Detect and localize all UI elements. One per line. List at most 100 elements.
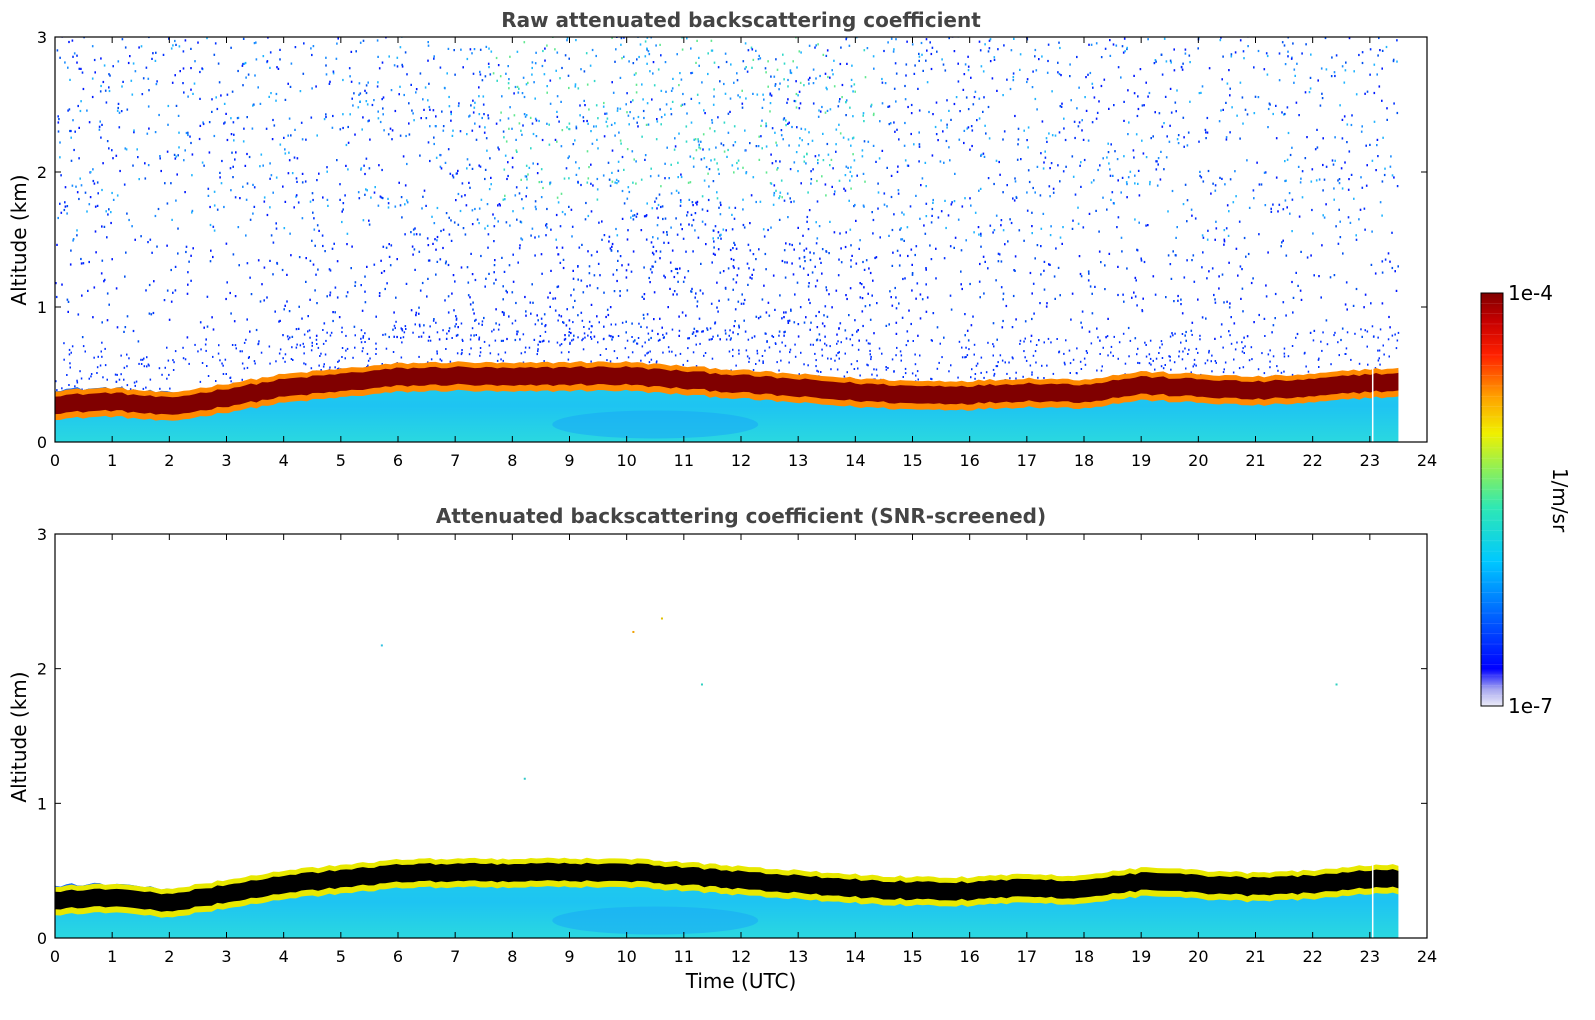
noise-speck [646, 47, 648, 50]
noise-speck [778, 330, 781, 333]
noise-speck [1110, 351, 1112, 354]
noise-speck [1109, 168, 1111, 171]
noise-speck [843, 375, 846, 378]
noise-speck [1174, 332, 1176, 335]
noise-speck [67, 300, 70, 303]
noise-speck [528, 166, 531, 169]
noise-speck [229, 291, 231, 295]
noise-speck [377, 81, 379, 84]
noise-speck [481, 320, 484, 323]
noise-speck [616, 269, 618, 272]
noise-speck [84, 350, 86, 353]
noise-speck [1167, 254, 1170, 257]
noise-speck [1052, 372, 1055, 375]
noise-speck [537, 350, 539, 353]
noise-speck [873, 67, 875, 70]
noise-speck [935, 247, 937, 250]
noise-speck [988, 47, 991, 50]
noise-speck [1169, 355, 1171, 358]
noise-speck [316, 343, 318, 345]
noise-speck [1309, 331, 1312, 334]
noise-speck [1018, 229, 1021, 232]
noise-speck [826, 315, 829, 318]
noise-speck [1031, 292, 1033, 295]
noise-speck [623, 55, 625, 58]
noise-speck [838, 123, 840, 126]
noise-speck [995, 214, 998, 217]
noise-speck [353, 92, 355, 95]
noise-speck [423, 189, 426, 192]
noise-speck [632, 181, 634, 184]
noise-speck [1316, 146, 1319, 149]
noise-speck [1032, 70, 1034, 73]
noise-speck [88, 260, 90, 264]
noise-speck [1378, 349, 1381, 352]
noise-speck [546, 91, 548, 94]
noise-speck [1024, 356, 1026, 359]
noise-speck [1126, 267, 1128, 270]
noise-speck [1283, 370, 1285, 373]
x-axis-ticks: 0 1 2 3 4 5 6 7 8 9 10 11 12 13 14 15 16 17 18 19 20 21 22 23 24 [50, 37, 1437, 470]
noise-speck [652, 61, 655, 64]
noise-speck [1269, 360, 1271, 363]
noise-speck [534, 117, 537, 120]
noise-speck [660, 54, 662, 57]
noise-speck [78, 157, 80, 160]
noise-speck [1222, 371, 1225, 374]
noise-speck [309, 200, 312, 203]
x-tick-label: 4 [279, 947, 289, 966]
noise-speck [637, 337, 640, 339]
noise-speck [536, 314, 538, 317]
noise-speck [1137, 95, 1139, 98]
noise-speck [671, 249, 674, 252]
noise-speck [742, 302, 745, 305]
noise-speck [1210, 360, 1212, 363]
noise-speck [1333, 187, 1335, 190]
noise-speck [1002, 229, 1005, 232]
noise-speck [1396, 339, 1399, 342]
noise-speck [257, 86, 259, 89]
noise-speck [269, 177, 271, 180]
noise-speck [1158, 352, 1160, 354]
noise-speck [729, 97, 732, 100]
noise-speck [469, 48, 472, 51]
noise-speck [734, 243, 736, 246]
noise-speck [758, 135, 760, 138]
noise-speck [448, 233, 451, 236]
noise-speck [979, 187, 982, 190]
noise-speck [819, 257, 821, 260]
noise-speck [464, 194, 466, 197]
noise-speck [1126, 46, 1128, 49]
noise-speck [403, 93, 405, 97]
noise-speck [712, 237, 714, 240]
noise-speck [851, 137, 854, 140]
noise-speck [861, 149, 864, 152]
noise-speck [950, 118, 952, 121]
noise-speck [1116, 158, 1119, 161]
noise-speck [698, 102, 701, 105]
noise-speck [1233, 358, 1235, 361]
noise-speck [898, 302, 900, 305]
noise-speck [1123, 37, 1126, 40]
noise-speck [275, 99, 277, 102]
noise-speck [1055, 247, 1057, 250]
noise-speck [717, 334, 719, 337]
noise-speck [162, 53, 165, 56]
noise-speck [257, 342, 260, 345]
noise-speck [949, 159, 951, 162]
noise-speck [125, 251, 127, 254]
noise-speck [72, 238, 75, 241]
noise-speck [237, 69, 239, 73]
noise-speck [1143, 104, 1145, 107]
noise-speck [97, 192, 99, 195]
noise-speck [799, 306, 802, 309]
noise-speck [564, 54, 567, 57]
noise-speck [449, 172, 452, 175]
noise-speck [617, 180, 620, 183]
noise-speck [725, 338, 728, 341]
noise-speck [646, 202, 648, 205]
noise-speck [803, 256, 806, 259]
noise-speck [756, 349, 758, 352]
noise-speck [390, 89, 393, 92]
noise-speck [503, 168, 506, 171]
